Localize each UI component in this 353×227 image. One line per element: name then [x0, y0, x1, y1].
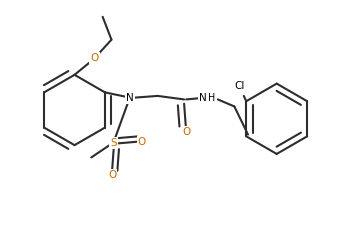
Text: O: O — [138, 137, 146, 147]
Text: O: O — [90, 53, 99, 63]
Text: N: N — [126, 93, 133, 103]
Text: N: N — [199, 93, 207, 103]
Text: H: H — [208, 93, 215, 103]
Text: S: S — [110, 138, 117, 148]
Text: O: O — [183, 127, 191, 137]
Text: O: O — [108, 170, 116, 180]
Text: Cl: Cl — [234, 81, 244, 91]
